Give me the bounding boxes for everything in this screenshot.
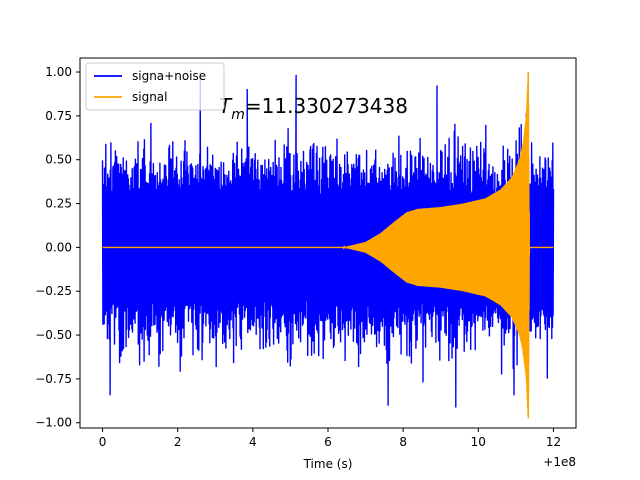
annotation-subscript: m: [231, 107, 245, 123]
y-tick-label: 1.00: [45, 65, 72, 79]
x-axis-ticks: 0 2 4 6 8 10 12: [99, 428, 561, 449]
x-tick-label: 0: [99, 435, 107, 449]
annotation-value: =11.330273438: [245, 94, 408, 118]
legend-box: [85, 62, 225, 111]
y-tick-label: 0.50: [45, 153, 72, 167]
y-tick-label: 0.00: [45, 240, 72, 254]
x-axis-label: Time (s): [303, 457, 353, 471]
legend-label-signal: signal: [132, 90, 168, 104]
series-signa-noise-line: [101, 71, 555, 408]
legend: signa+noise signal: [85, 62, 225, 111]
y-tick-label: −0.75: [35, 372, 72, 386]
merger-time-annotation: Tm=11.330273438: [219, 94, 408, 123]
x-axis-offset-label: +1e8: [543, 455, 576, 469]
y-axis-ticks: −1.00 −0.75 −0.50 −0.25 0.00 0.25 0.50 0.75 1.00: [35, 65, 80, 430]
x-tick-label: 8: [399, 435, 407, 449]
y-tick-label: −1.00: [35, 416, 72, 430]
x-tick-label: 6: [324, 435, 332, 449]
x-tick-label: 2: [174, 435, 182, 449]
y-tick-label: 0.25: [45, 197, 72, 211]
legend-label-signa-noise: signa+noise: [132, 69, 206, 83]
series-signal-line: [102, 71, 554, 419]
y-tick-label: −0.50: [35, 328, 72, 342]
x-tick-label: 12: [546, 435, 561, 449]
y-tick-label: 0.75: [45, 109, 72, 123]
plot-lines: [101, 71, 555, 419]
y-tick-label: −0.25: [35, 284, 72, 298]
x-tick-label: 10: [471, 435, 486, 449]
x-tick-label: 4: [249, 435, 257, 449]
